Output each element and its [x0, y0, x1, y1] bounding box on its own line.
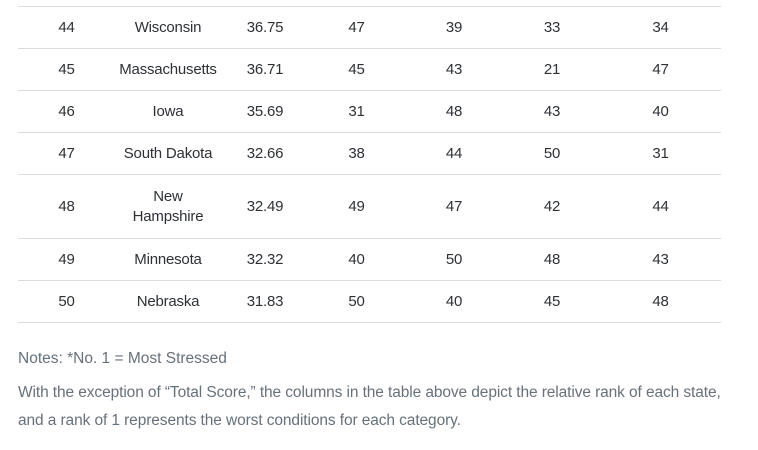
- notes-legend: Notes: *No. 1 = Most Stressed: [18, 350, 227, 367]
- total-score-cell: 36.71: [221, 48, 309, 91]
- total-score-cell: 32.32: [221, 238, 309, 281]
- state-cell: Iowa: [115, 90, 221, 133]
- metric-rank-cell: 31: [309, 90, 404, 133]
- total-score-cell: 35.69: [221, 90, 309, 133]
- metric-rank-cell: 39: [404, 6, 504, 49]
- metric-rank-cell: 50: [309, 280, 404, 323]
- total-score-cell: 32.49: [221, 174, 309, 239]
- metric-rank-cell: 48: [404, 90, 504, 133]
- table-row: 45 Massachusetts 36.71 45 43 21 47: [18, 48, 721, 91]
- table-row: 46 Iowa 35.69 31 48 43 40: [18, 90, 721, 133]
- metric-rank-cell: 31: [600, 132, 721, 175]
- overall-rank-cell: 44: [18, 6, 115, 49]
- metric-rank-cell: 47: [309, 6, 404, 49]
- metric-rank-cell: 43: [404, 48, 504, 91]
- state-cell: Massachusetts: [115, 48, 221, 91]
- metric-rank-cell: 44: [404, 132, 504, 175]
- metric-rank-cell: 40: [404, 280, 504, 323]
- overall-rank-cell: 47: [18, 132, 115, 175]
- state-cell: New Hampshire: [115, 174, 221, 239]
- metric-rank-cell: 49: [309, 174, 404, 239]
- table-row: 49 Minnesota 32.32 40 50 48 43: [18, 238, 721, 281]
- state-cell: Wisconsin: [115, 6, 221, 49]
- table-row: 44 Wisconsin 36.75 47 39 33 34: [18, 6, 721, 49]
- metric-rank-cell: 33: [504, 6, 600, 49]
- total-score-cell: 32.66: [221, 132, 309, 175]
- overall-rank-cell: 45: [18, 48, 115, 91]
- metric-rank-cell: 45: [504, 280, 600, 323]
- metric-rank-cell: 40: [600, 90, 721, 133]
- overall-rank-cell: 48: [18, 174, 115, 239]
- metric-rank-cell: 34: [600, 6, 721, 49]
- metric-rank-cell: 48: [504, 238, 600, 281]
- metric-rank-cell: 50: [404, 238, 504, 281]
- metric-rank-cell: 42: [504, 174, 600, 239]
- rankings-table: 44 Wisconsin 36.75 47 39 33 34 45 Massac…: [18, 6, 721, 323]
- metric-rank-cell: 40: [309, 238, 404, 281]
- table-row: 47 South Dakota 32.66 38 44 50 31: [18, 132, 721, 175]
- metric-rank-cell: 50: [504, 132, 600, 175]
- metric-rank-cell: 48: [600, 280, 721, 323]
- overall-rank-cell: 46: [18, 90, 115, 133]
- notes-paragraph: With the exception of “Total Score,” the…: [18, 384, 721, 429]
- total-score-cell: 36.75: [221, 6, 309, 49]
- notes-section: Notes: *No. 1 = Most Stressed With the e…: [18, 348, 724, 435]
- metric-rank-cell: 38: [309, 132, 404, 175]
- state-cell: Nebraska: [115, 280, 221, 323]
- metric-rank-cell: 47: [600, 48, 721, 91]
- state-stress-rankings-table: 44 Wisconsin 36.75 47 39 33 34 45 Massac…: [18, 6, 721, 323]
- total-score-cell: 31.83: [221, 280, 309, 323]
- metric-rank-cell: 47: [404, 174, 504, 239]
- metric-rank-cell: 45: [309, 48, 404, 91]
- metric-rank-cell: 43: [504, 90, 600, 133]
- table-row: 48 New Hampshire 32.49 49 47 42 44: [18, 174, 721, 239]
- overall-rank-cell: 50: [18, 280, 115, 323]
- metric-rank-cell: 44: [600, 174, 721, 239]
- metric-rank-cell: 21: [504, 48, 600, 91]
- state-cell: Minnesota: [115, 238, 221, 281]
- state-cell: South Dakota: [115, 132, 221, 175]
- table-row: 50 Nebraska 31.83 50 40 45 48: [18, 280, 721, 323]
- overall-rank-cell: 49: [18, 238, 115, 281]
- metric-rank-cell: 43: [600, 238, 721, 281]
